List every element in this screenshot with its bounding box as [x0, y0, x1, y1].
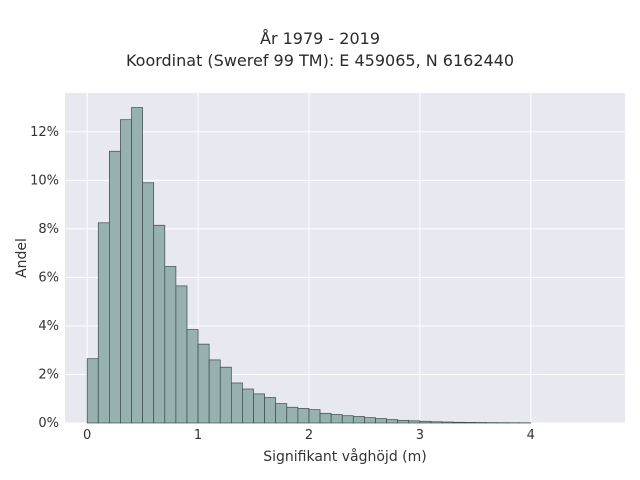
- histogram-bar: [264, 397, 277, 424]
- y-tick-label: 2%: [38, 367, 59, 382]
- histogram-bar: [131, 107, 143, 424]
- histogram-bar: [308, 409, 321, 424]
- y-tick-label: 10%: [30, 173, 59, 188]
- histogram-bar: [242, 388, 254, 424]
- histogram-bar: [86, 358, 99, 424]
- histogram-bars: [86, 107, 532, 424]
- histogram-bar: [330, 414, 343, 424]
- histogram-bar: [275, 403, 288, 424]
- histogram-bar: [109, 150, 121, 424]
- histogram-bar: [208, 359, 221, 424]
- histogram-bar: [153, 224, 166, 424]
- histogram-bar: [175, 285, 188, 424]
- y-tick-label: 0%: [38, 416, 59, 431]
- histogram-bar: [186, 329, 199, 424]
- x-tick-label: 4: [527, 428, 535, 443]
- histogram-bar: [230, 382, 243, 424]
- histogram-bar: [375, 418, 387, 424]
- histogram-bar: [219, 366, 232, 424]
- histogram-bar: [341, 415, 354, 424]
- x-tick-label: 2: [305, 428, 313, 443]
- histogram-bar: [164, 266, 177, 424]
- histogram-bar: [463, 422, 476, 424]
- histogram-bar: [397, 419, 410, 424]
- histogram-bar: [142, 182, 155, 424]
- y-axis-ticks: 0% 2% 4% 6% 8% 10% 12%: [30, 125, 59, 431]
- histogram-bar: [120, 119, 132, 424]
- histogram-bar: [253, 393, 265, 424]
- y-tick-label: 8%: [38, 222, 59, 237]
- y-tick-label: 4%: [38, 319, 59, 334]
- x-tick-label: 1: [194, 428, 202, 443]
- chart-title-line-2: Koordinat (Sweref 99 TM): E 459065, N 61…: [125, 51, 515, 70]
- y-tick-label: 6%: [38, 270, 59, 285]
- histogram-bar: [352, 416, 365, 424]
- x-tick-label: 0: [83, 428, 91, 443]
- histogram-bar: [419, 420, 432, 424]
- chart-title-line-1: År 1979 - 2019: [260, 29, 380, 48]
- histogram-bar: [452, 421, 465, 424]
- histogram-bar: [408, 420, 421, 424]
- x-axis-title: Signifikant våghöjd (m): [263, 448, 426, 465]
- histogram-bar: [386, 419, 399, 424]
- histogram-bar: [286, 406, 299, 424]
- histogram-bar: [297, 408, 310, 424]
- y-axis-title: Andel: [14, 238, 30, 278]
- y-tick-label: 12%: [30, 125, 59, 140]
- histogram-bar: [97, 222, 110, 424]
- histogram-bar: [441, 421, 454, 424]
- histogram-bar: [197, 343, 210, 424]
- histogram-bar: [430, 421, 443, 424]
- histogram-bar: [319, 412, 332, 424]
- x-axis-ticks: 0 1 2 3 4: [83, 428, 535, 443]
- histogram-bar: [364, 417, 376, 424]
- x-tick-label: 3: [416, 428, 424, 443]
- chart-title: År 1979 - 2019 Koordinat (Sweref 99 TM):…: [0, 28, 640, 72]
